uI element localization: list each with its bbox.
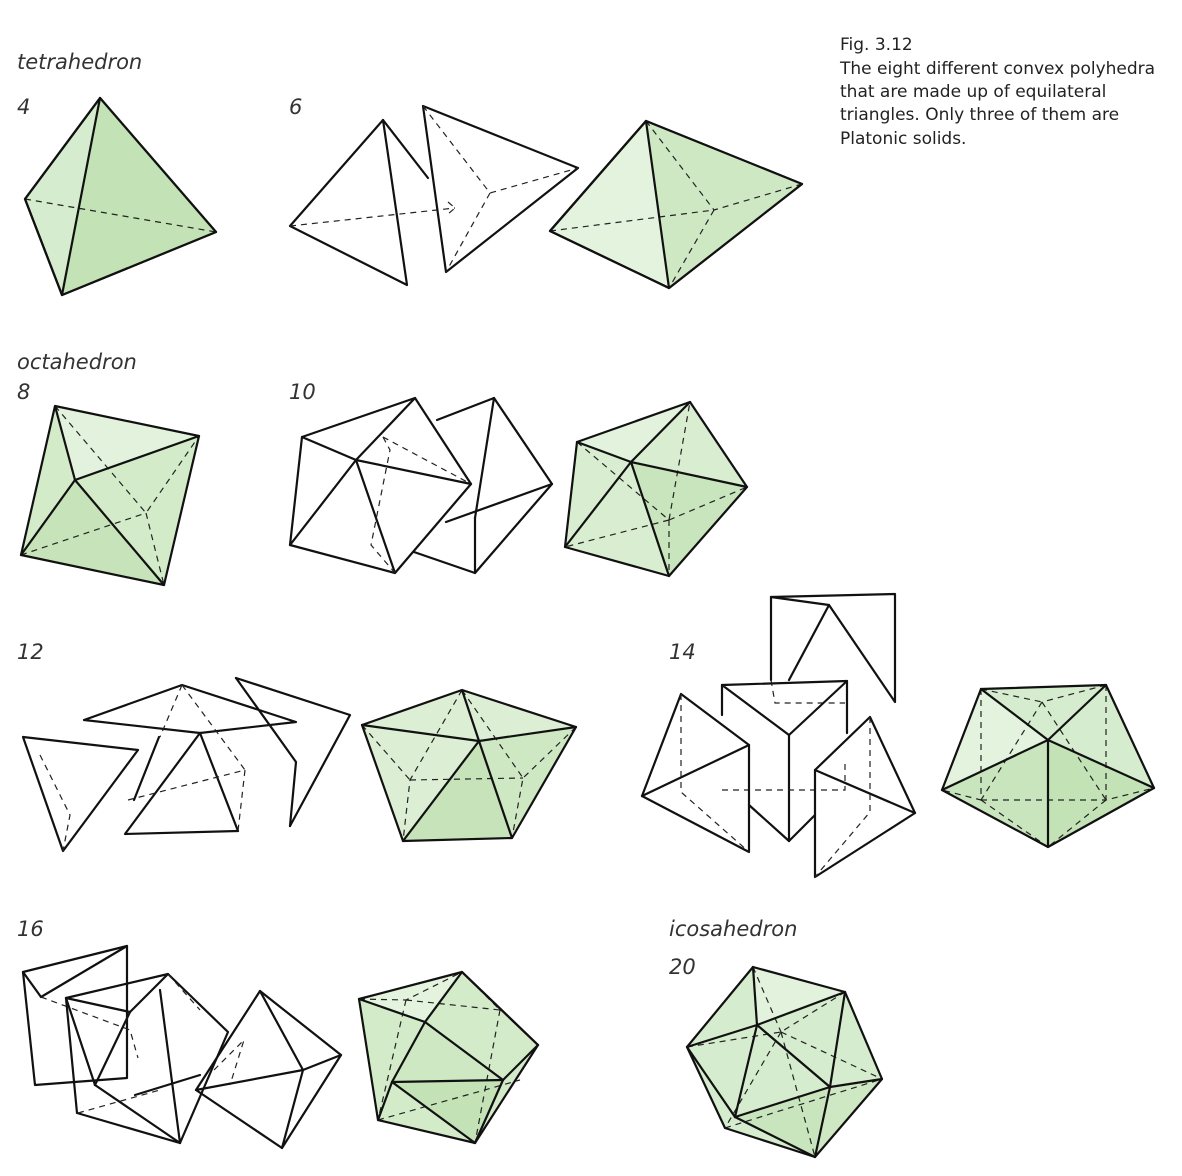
label-faces-4: 4 bbox=[17, 95, 30, 119]
figure-number: Fig. 3.12 bbox=[840, 35, 913, 55]
icosahedron-solid bbox=[685, 965, 884, 1159]
caption-line-1: The eight different convex polyhedra bbox=[839, 59, 1155, 79]
deltahedron-14-exploded bbox=[640, 592, 917, 879]
deltahedron-12-exploded bbox=[21, 676, 352, 853]
bipyramid-6-solid bbox=[548, 119, 804, 290]
deltahedron-16-solid bbox=[357, 970, 540, 1145]
label-faces-8: 8 bbox=[17, 380, 30, 404]
label-tetrahedron: tetrahedron bbox=[17, 50, 142, 74]
deltahedron-14-solid bbox=[940, 683, 1156, 849]
deltahedron-16-exploded bbox=[21, 944, 343, 1150]
caption-line-3: triangles. Only three of them are bbox=[840, 105, 1119, 125]
label-faces-20: 20 bbox=[669, 955, 696, 979]
bipyramid-6-exploded bbox=[288, 104, 580, 287]
label-faces-16: 16 bbox=[17, 917, 44, 941]
bipyramid-10-solid bbox=[563, 400, 749, 578]
label-faces-10: 10 bbox=[289, 380, 316, 404]
label-octahedron: octahedron bbox=[17, 350, 137, 374]
label-faces-6: 6 bbox=[289, 95, 302, 119]
label-icosahedron: icosahedron bbox=[669, 917, 797, 941]
octahedron-solid bbox=[19, 404, 201, 587]
label-faces-12: 12 bbox=[17, 640, 44, 664]
label-faces-14: 14 bbox=[669, 640, 696, 664]
caption-line-2: that are made up of equilateral bbox=[840, 82, 1106, 102]
bipyramid-10-exploded bbox=[288, 396, 554, 575]
tetrahedron-solid bbox=[23, 96, 218, 297]
caption-line-4: Platonic solids. bbox=[840, 129, 966, 149]
deltahedron-12-solid bbox=[360, 688, 578, 843]
